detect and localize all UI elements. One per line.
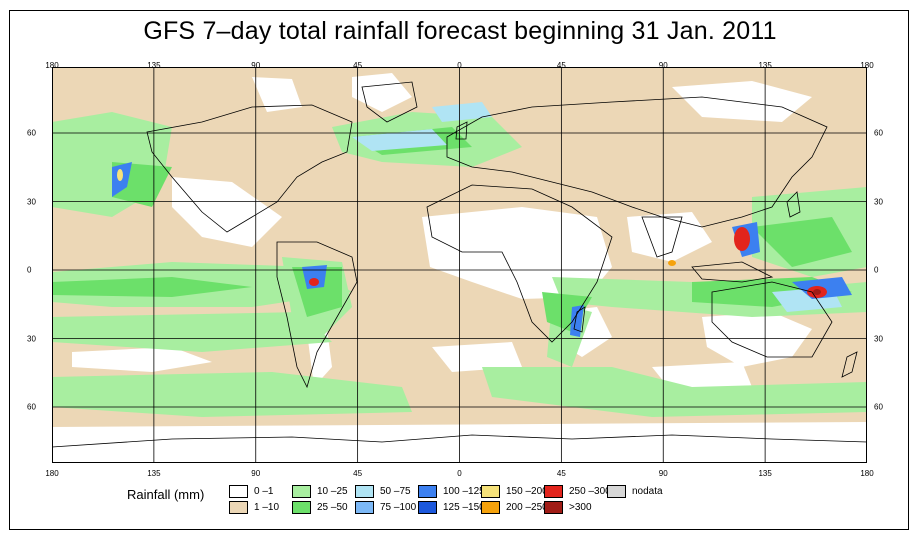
lat-tick-right: 30	[874, 197, 883, 206]
lon-tick-top: 90	[658, 61, 668, 70]
legend-item: nodata	[607, 485, 663, 498]
legend-label: 125 –150	[443, 502, 485, 513]
map-title: GFS 7–day total rainfall forecast beginn…	[143, 17, 777, 45]
rainfall-map[interactable]	[52, 67, 867, 463]
lon-tick-top: 135	[147, 61, 161, 70]
lon-tick-bottom: 45	[556, 469, 566, 478]
lat-tick-right: 60	[874, 402, 883, 412]
legend-item: 125 –150	[418, 501, 485, 514]
legend-item: 200 –250	[481, 501, 548, 514]
legend-item: 250 –300	[544, 485, 611, 498]
graticule	[52, 67, 867, 463]
lat-tick-left: 30	[27, 334, 36, 343]
legend-swatch	[355, 485, 374, 498]
legend-swatch	[544, 501, 563, 514]
heavy-cores	[117, 169, 827, 298]
legend-swatch	[229, 485, 248, 498]
legend-label: 10 –25	[317, 486, 348, 497]
legend-swatch	[481, 501, 500, 514]
coastlines	[52, 81, 867, 448]
lon-tick-bottom: 180	[45, 469, 59, 478]
legend-item: 1 –10	[229, 501, 279, 514]
lon-tick-bottom: 90	[251, 469, 261, 478]
legend-label: 50 –75	[380, 486, 411, 497]
legend-swatch	[229, 501, 248, 514]
lon-tick-bottom: 135	[758, 469, 772, 478]
map-border	[52, 67, 867, 463]
legend-swatch	[292, 485, 311, 498]
legend-label: nodata	[632, 486, 663, 497]
legend-label: 1 –10	[254, 502, 280, 513]
lat-tick-left: 0	[27, 265, 32, 275]
lon-tick-bottom: 0	[457, 469, 462, 478]
legend-item: 50 –75	[355, 485, 411, 498]
legend-item: 0 –1	[229, 485, 273, 498]
legend-label: 75 –100	[380, 502, 417, 513]
lon-tick-bottom: 45	[353, 469, 363, 478]
lon-tick-top: 0	[457, 61, 462, 70]
legend-label: >300	[569, 502, 592, 513]
lon-tick-top: 45	[556, 61, 566, 70]
lon-tick-top: 45	[353, 61, 363, 70]
lon-tick-top: 180	[860, 61, 874, 70]
legend-label: 0 –1	[254, 486, 274, 497]
lon-tick-bottom: 180	[860, 469, 874, 478]
legend-swatch	[292, 501, 311, 514]
legend-item: >300	[544, 501, 592, 514]
legend-swatch	[355, 501, 374, 514]
legend-swatch	[607, 485, 626, 498]
legend-swatch	[418, 501, 437, 514]
legend-label: 200 –250	[506, 502, 548, 513]
lat-tick-right: 60	[874, 128, 883, 138]
lon-tick-top: 135	[758, 61, 772, 70]
legend-swatch	[544, 485, 563, 498]
legend-item: 100 –125	[418, 485, 485, 498]
lon-tick-bottom: 135	[147, 469, 161, 478]
legend-swatch	[481, 485, 500, 498]
legend-label: 150 –200	[506, 486, 548, 497]
legend-item: 75 –100	[355, 501, 416, 514]
lon-tick-top: 90	[251, 61, 261, 70]
legend-item: 150 –200	[481, 485, 548, 498]
lat-tick-right: 0	[874, 265, 879, 275]
legend-item: 25 –50	[292, 501, 348, 514]
lon-tick-bottom: 90	[658, 469, 668, 478]
lat-tick-left: 60	[27, 402, 36, 412]
lat-tick-right: 30	[874, 334, 883, 343]
legend-label: 100 –125	[443, 486, 485, 497]
lat-tick-left: 30	[27, 197, 36, 206]
legend-item: 10 –25	[292, 485, 348, 498]
lat-tick-left: 60	[27, 128, 36, 138]
legend-swatch	[418, 485, 437, 498]
legend-label: 25 –50	[317, 502, 348, 513]
legend-label: 250 –300	[569, 486, 611, 497]
legend-title: Rainfall (mm)	[127, 487, 205, 502]
lon-tick-top: 180	[45, 61, 59, 70]
